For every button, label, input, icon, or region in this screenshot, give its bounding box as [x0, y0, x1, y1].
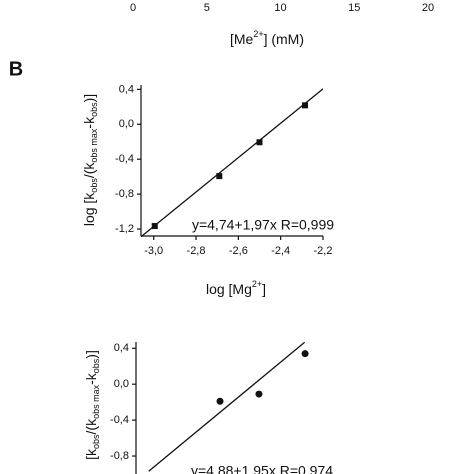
y-tick-label: 0,4 [119, 83, 134, 95]
y-tick-label: -0,4 [115, 153, 134, 165]
y-tick-label: 0,0 [119, 118, 134, 130]
x-tick-label: -2,2 [314, 245, 333, 257]
data-point [255, 390, 263, 398]
label-part: -k [81, 116, 97, 129]
y-axis-label: [kobs/(kobs max-kobs)] [83, 350, 102, 460]
label-part: )] [83, 350, 99, 359]
y-tick-label: -0,4 [110, 414, 129, 426]
fit-line [148, 341, 306, 472]
label-part: obs [91, 434, 101, 449]
y-tick-label: 0,4 [114, 342, 129, 354]
x-tick-label: 5 [204, 2, 210, 14]
y-tick-label: -0,8 [110, 450, 129, 462]
x-tick-label: -2,4 [271, 245, 290, 257]
x-axis-label: [Me2+] (mM) [230, 29, 304, 46]
data-point [302, 102, 309, 109]
label-part: /(k [83, 418, 99, 435]
label-part: 2+ [253, 29, 263, 39]
fit-line [140, 88, 324, 238]
y-tick-label: -1,2 [115, 223, 134, 235]
panel-label: B [9, 58, 23, 80]
label-part: [Me [230, 31, 254, 47]
label-part: obs max [89, 128, 99, 163]
label-part: obs [89, 178, 99, 193]
annotation: y=4,74+1,97x R=0,999 [192, 217, 334, 233]
label-part: -k [83, 372, 99, 385]
label-part: [k [83, 448, 99, 460]
label-part: 2+ [252, 279, 262, 289]
label-part: )] [81, 94, 97, 103]
annotation: y=4,88+1,95x R=0,974 [191, 463, 333, 474]
x-tick-label: -2,8 [187, 245, 206, 257]
data-point [256, 139, 263, 146]
data-point [216, 173, 223, 180]
x-tick-label: 20 [422, 2, 434, 14]
label-part: obs max [91, 384, 101, 419]
x-tick-label: 0 [130, 2, 136, 14]
x-tick-label: 10 [274, 2, 286, 14]
x-tick-label: -3,0 [144, 245, 163, 257]
label-part: obs [89, 102, 99, 117]
data-point [216, 397, 224, 405]
label-part: ] [262, 281, 266, 297]
label-part: log [Mg [206, 281, 252, 297]
label-part: log [k [81, 192, 97, 226]
y-tick-label: -0,8 [115, 188, 134, 200]
x-tick-label: -2,6 [229, 245, 248, 257]
data-point [301, 350, 309, 358]
x-axis-label: log [Mg2+] [206, 279, 266, 296]
label-part: /(k [81, 162, 97, 179]
y-tick-label: 0,0 [114, 378, 129, 390]
y-axis-label: log [kobs/(kobs max-kobs)] [81, 94, 100, 226]
label-part: obs [91, 358, 101, 373]
x-tick-label: 15 [348, 2, 360, 14]
label-part: ] (mM) [264, 31, 304, 47]
